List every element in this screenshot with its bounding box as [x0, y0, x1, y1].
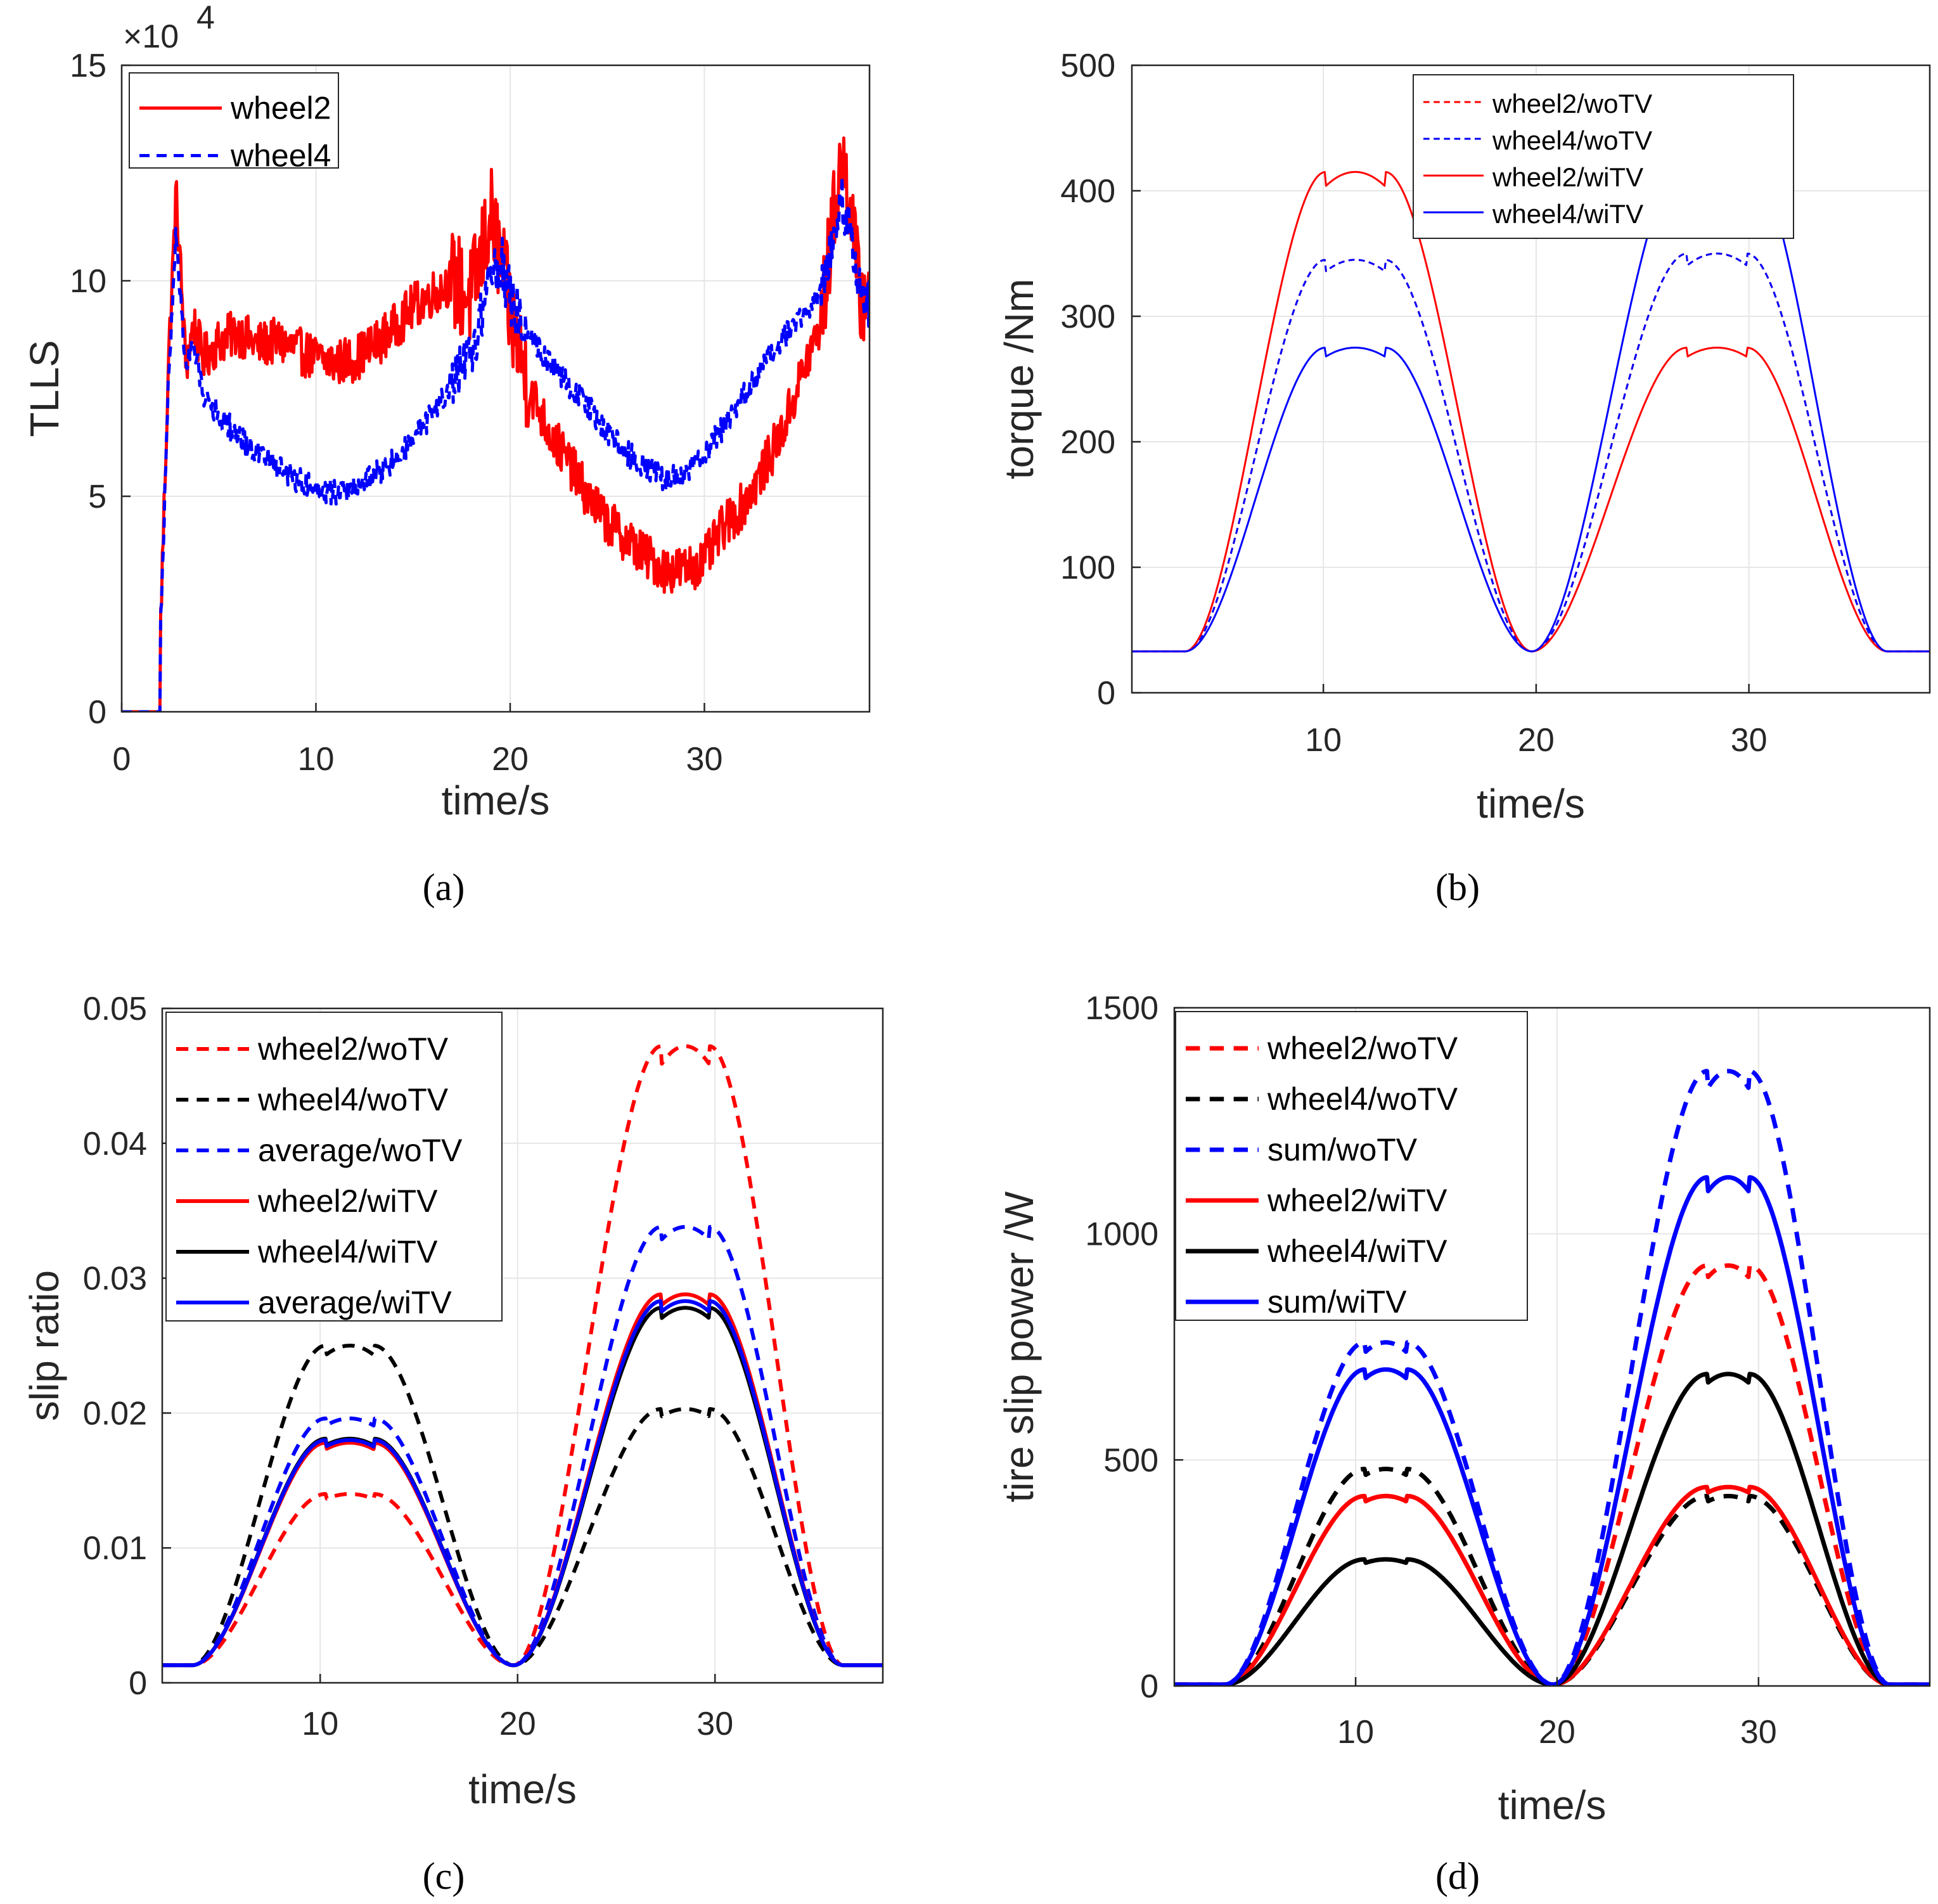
- legend: wheel2/woTV wheel4/woTV sum/woTV wheel2/wiT…: [1175, 1011, 1528, 1321]
- series-group: [1174, 1069, 1930, 1686]
- series-line-wheel2: [122, 136, 870, 712]
- y-tick-label: 500: [1060, 48, 1115, 84]
- legend-entry-label: sum/wiTV: [1267, 1284, 1407, 1320]
- series-group: [122, 136, 870, 712]
- x-tick-label: 30: [696, 1706, 733, 1742]
- legend-entry-label: wheel2/woTV: [1267, 1031, 1458, 1066]
- x-tick-label: 10: [1305, 722, 1342, 759]
- y-axis-label: torque /Nm: [996, 279, 1042, 480]
- legend-box: [165, 1012, 503, 1322]
- y-tick-label: 500: [1103, 1442, 1158, 1479]
- y-tick-label: 1000: [1085, 1216, 1158, 1253]
- y-tick-label: 10: [70, 263, 106, 300]
- series-line-wheel2-wotv: [1174, 1263, 1930, 1686]
- axes-frame: [1131, 64, 1931, 694]
- legend-entry-label: wheel2: [230, 91, 331, 126]
- panel-caption: (c): [423, 1855, 465, 1897]
- legend-entry-label: wheel2/wiTV: [257, 1183, 438, 1219]
- series-line-wheel4: [122, 174, 870, 712]
- x-tick-label: 20: [1518, 722, 1555, 759]
- series-line-average-witv: [162, 1299, 883, 1668]
- x-tick-label: 30: [1731, 722, 1768, 759]
- legend-box: [129, 72, 339, 169]
- legend-entry-label: wheel4/wiTV: [1492, 199, 1643, 229]
- y-tick-label: 5: [88, 479, 106, 515]
- legend-entry-label: wheel2/wiTV: [1492, 162, 1643, 192]
- panel-caption: (b): [1435, 866, 1480, 908]
- panel-caption: (a): [423, 866, 465, 908]
- legend-entry-label: wheel4/woTV: [1267, 1081, 1458, 1117]
- axes-frame: [161, 1007, 884, 1684]
- y-axis-label: slip ratio: [22, 1270, 67, 1421]
- y-tick-label: 300: [1060, 299, 1115, 335]
- y-tick-label: 0.04: [83, 1126, 147, 1162]
- y-tick-label: 100: [1060, 550, 1115, 586]
- y-axis-label: tire slip power /W: [996, 1191, 1042, 1502]
- x-tick-label: 10: [1337, 1714, 1374, 1751]
- legend-entry-label: wheel4/woTV: [1492, 125, 1652, 155]
- legend-entry-label: wheel4/woTV: [257, 1082, 449, 1117]
- legend-entry-label: wheel4/wiTV: [257, 1234, 438, 1270]
- legend-box: [1175, 1011, 1528, 1321]
- x-tick-label: 20: [492, 741, 529, 778]
- y-tick-label: 200: [1060, 424, 1115, 461]
- y-exponent-power: 4: [196, 0, 215, 36]
- legend: wheel2/woTV wheel4/woTV average/woTV wheel2…: [165, 1012, 503, 1322]
- x-axis-label: time/s: [1477, 781, 1585, 827]
- x-tick-label: 10: [298, 741, 335, 778]
- series-group: [1132, 155, 1930, 653]
- y-tick-label: 15: [70, 48, 106, 84]
- legend-entry-label: wheel2/woTV: [1492, 89, 1652, 119]
- x-axis-label: time/s: [1498, 1782, 1607, 1828]
- panel-a: 0 10 20 30 0 5 10 15 ×10 4 time/s TLLS wheel2 wheel4 (…: [22, 0, 871, 908]
- y-tick-label: 400: [1060, 173, 1115, 210]
- x-tick-label: 30: [686, 741, 723, 778]
- legend-entry-label: wheel2/wiTV: [1267, 1183, 1447, 1218]
- panel-caption: (d): [1435, 1855, 1480, 1897]
- y-tick-label: 0.03: [83, 1261, 147, 1297]
- legend-entry-label: average/woTV: [258, 1133, 463, 1168]
- x-tick-label: 20: [1539, 1714, 1575, 1751]
- y-exponent-label: ×10: [123, 18, 179, 55]
- legend-entry-label: sum/woTV: [1267, 1132, 1418, 1167]
- y-tick-label: 1500: [1085, 990, 1158, 1027]
- legend: wheel2/woTV wheel4/woTV wheel2/wiTV wheel4/…: [1413, 74, 1794, 239]
- y-axis-label: TLLS: [22, 340, 67, 437]
- x-tick-label: 30: [1740, 1714, 1777, 1751]
- series-line-sum-witv: [1174, 1175, 1930, 1686]
- x-tick-label: 0: [113, 741, 131, 778]
- legend-entry-label: average/wiTV: [258, 1285, 452, 1320]
- axes-frame: [120, 64, 871, 713]
- axes-frame: [1173, 1007, 1931, 1687]
- x-tick-label: 10: [302, 1706, 338, 1742]
- y-tick-label: 0: [1097, 675, 1115, 712]
- y-tick-label: 0.01: [83, 1530, 147, 1567]
- panel-d: 10 20 30 0 500 1000 1500 time/s tire slip power …: [996, 990, 1931, 1897]
- series-line-wheel4-wotv: [162, 1344, 883, 1668]
- y-tick-label: 0: [129, 1665, 147, 1702]
- x-tick-label: 20: [499, 1706, 536, 1742]
- series-line-wheel2-wotv: [162, 1044, 883, 1668]
- legend-entry-label: wheel4: [230, 138, 331, 174]
- series-group: [162, 1044, 883, 1668]
- series-line-wheel4-witv: [1132, 155, 1930, 653]
- x-axis-label: time/s: [468, 1766, 577, 1812]
- panel-c: 10 20 30 0 0.01 0.02 0.03 0.04 0.05 time/s slip ra…: [22, 991, 884, 1897]
- y-tick-label: 0.05: [83, 991, 147, 1027]
- y-tick-label: 0: [1140, 1668, 1158, 1705]
- legend-entry-label: wheel4/wiTV: [1267, 1233, 1447, 1269]
- y-tick-label: 0.02: [83, 1395, 147, 1432]
- legend: wheel2 wheel4: [129, 72, 339, 174]
- y-tick-label: 0: [88, 694, 106, 731]
- x-axis-label: time/s: [442, 778, 550, 823]
- legend-entry-label: wheel2/woTV: [257, 1031, 449, 1067]
